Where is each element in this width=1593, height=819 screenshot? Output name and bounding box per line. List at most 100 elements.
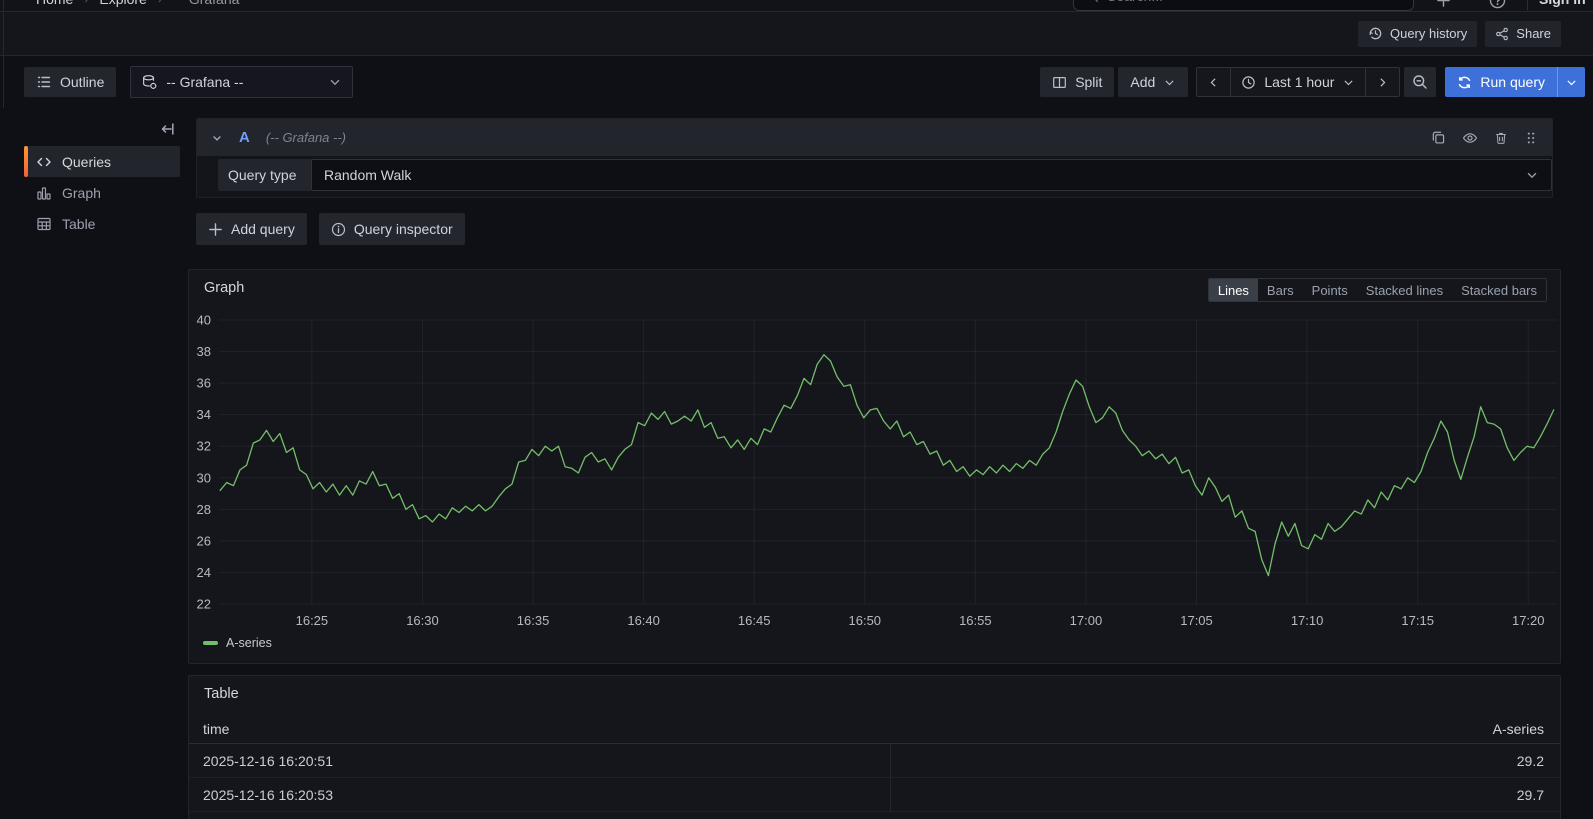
plus-icon bbox=[1437, 0, 1450, 8]
graph-style-stacked-lines[interactable]: Stacked lines bbox=[1365, 282, 1444, 298]
delete-query-trash-icon[interactable] bbox=[1494, 131, 1508, 145]
table-panel: Table time A-series 2025-12-16 16:20:51 … bbox=[188, 675, 1561, 819]
query-ref-id[interactable]: A bbox=[239, 129, 250, 146]
explore-header: Query history Share bbox=[0, 12, 1593, 56]
svg-text:16:30: 16:30 bbox=[406, 613, 439, 628]
run-query-interval-dropdown[interactable] bbox=[1557, 67, 1585, 97]
svg-text:24: 24 bbox=[197, 565, 211, 580]
legend-series-label[interactable]: A-series bbox=[226, 636, 272, 650]
run-query-button[interactable]: Run query bbox=[1445, 67, 1557, 97]
search-shortcut-hint: ⌘+k bbox=[1376, 0, 1401, 3]
datasource-picker[interactable]: -- Grafana -- bbox=[130, 66, 354, 98]
svg-text:17:10: 17:10 bbox=[1291, 613, 1324, 628]
chevron-down-icon bbox=[1165, 79, 1174, 85]
outline-list-icon bbox=[37, 76, 51, 88]
svg-text:16:35: 16:35 bbox=[517, 613, 550, 628]
explore-content: A (-- Grafana --) Query type Random Walk… bbox=[188, 112, 1561, 819]
collapse-sidebar-button[interactable] bbox=[160, 120, 176, 138]
table-panel-title: Table bbox=[204, 686, 239, 702]
breadcrumb-explore[interactable]: Explore bbox=[99, 0, 146, 7]
sign-in-button[interactable]: Sign in bbox=[1539, 0, 1586, 7]
sidebar-item-queries[interactable]: Queries bbox=[24, 146, 180, 177]
table-cell-time: 2025-12-16 16:20:53 bbox=[203, 786, 333, 803]
table-header-a-series[interactable]: A-series bbox=[1492, 721, 1544, 737]
svg-text:32: 32 bbox=[197, 439, 211, 454]
run-query-label: Run query bbox=[1480, 74, 1545, 90]
query-row-header[interactable]: A (-- Grafana --) bbox=[197, 119, 1552, 156]
search-input[interactable]: Search... ⌘+k bbox=[1073, 0, 1414, 11]
svg-text:17:20: 17:20 bbox=[1512, 613, 1545, 628]
search-placeholder: Search... bbox=[1107, 0, 1163, 4]
share-button[interactable]: Share bbox=[1485, 20, 1561, 47]
add-dropdown-button[interactable]: Add bbox=[1118, 67, 1189, 97]
add-new-button[interactable] bbox=[1436, 0, 1451, 10]
graph-style-bars[interactable]: Bars bbox=[1266, 282, 1294, 298]
breadcrumb-grafana[interactable]: Grafana bbox=[189, 0, 240, 7]
table-icon bbox=[37, 217, 51, 230]
help-button[interactable] bbox=[1489, 0, 1506, 10]
graph-legend: A-series bbox=[189, 633, 1560, 653]
table-cell-value: 29.2 bbox=[890, 744, 1560, 777]
outline-button[interactable]: Outline bbox=[24, 67, 117, 97]
time-range-back-button[interactable] bbox=[1197, 68, 1230, 96]
svg-text:17:00: 17:00 bbox=[1070, 613, 1103, 628]
zoom-out-icon bbox=[1413, 75, 1428, 89]
breadcrumb: Home › Explore › Grafana bbox=[36, 0, 239, 7]
chevron-right-icon bbox=[1380, 77, 1386, 87]
sidebar-item-graph[interactable]: Graph bbox=[24, 177, 180, 208]
chevron-down-icon[interactable] bbox=[211, 132, 223, 144]
svg-text:26: 26 bbox=[197, 533, 211, 548]
time-range-button[interactable]: Last 1 hour bbox=[1230, 68, 1365, 96]
svg-text:36: 36 bbox=[197, 376, 211, 391]
time-range-value: Last 1 hour bbox=[1264, 74, 1335, 90]
duplicate-query-icon[interactable] bbox=[1431, 130, 1446, 145]
query-editor-row: A (-- Grafana --) Query type Random Walk bbox=[196, 118, 1553, 198]
query-type-select[interactable]: Random Walk bbox=[311, 159, 1552, 191]
table-cell-time: 2025-12-16 16:20:51 bbox=[203, 752, 333, 769]
graph-style-points[interactable]: Points bbox=[1311, 282, 1348, 298]
toggle-visibility-eye-icon[interactable] bbox=[1462, 130, 1478, 146]
svg-text:16:55: 16:55 bbox=[959, 613, 992, 628]
graph-canvas[interactable]: 22 24 26 28 30 32 34 36 38 40 16:25 16:30 16:35 16:40… bbox=[189, 303, 1560, 633]
table-cell-value: 29.7 bbox=[890, 778, 1560, 811]
graph-style-stacked-bars[interactable]: Stacked bars bbox=[1461, 282, 1537, 298]
table-row[interactable]: 2025-12-16 16:20:53 29.7 bbox=[189, 778, 1560, 812]
svg-text:40: 40 bbox=[197, 313, 211, 328]
graph-style-lines[interactable]: Lines bbox=[1208, 279, 1258, 301]
sidebar-item-table[interactable]: Table bbox=[24, 208, 180, 239]
top-nav: Home › Explore › Grafana Search... ⌘+k S… bbox=[0, 0, 1593, 12]
add-query-button[interactable]: Add query bbox=[196, 213, 307, 245]
breadcrumb-home[interactable]: Home bbox=[36, 0, 73, 7]
svg-text:16:45: 16:45 bbox=[738, 613, 771, 628]
plus-icon bbox=[209, 222, 222, 236]
query-history-button[interactable]: Query history bbox=[1357, 20, 1478, 47]
sidebar-item-label: Table bbox=[62, 215, 96, 232]
query-editor-body: Query type Random Walk bbox=[197, 156, 1552, 197]
zoom-out-button[interactable] bbox=[1404, 67, 1437, 97]
svg-text:16:50: 16:50 bbox=[849, 613, 882, 628]
table-row[interactable]: 2025-12-16 16:20:51 29.2 bbox=[189, 744, 1560, 778]
legend-series-swatch[interactable] bbox=[203, 641, 218, 645]
collapse-left-icon bbox=[161, 123, 174, 135]
svg-text:28: 28 bbox=[197, 502, 211, 517]
add-label: Add bbox=[1130, 74, 1156, 90]
info-circle-icon bbox=[331, 222, 345, 236]
table-header-time[interactable]: time bbox=[203, 721, 230, 737]
chevron-left-icon bbox=[1210, 77, 1216, 87]
results-table: time A-series 2025-12-16 16:20:51 29.2 2… bbox=[189, 715, 1560, 812]
share-icon bbox=[1496, 27, 1509, 40]
chevron-down-icon bbox=[1527, 172, 1537, 179]
query-inspector-button[interactable]: Query inspector bbox=[318, 213, 465, 245]
split-pane-icon bbox=[1053, 76, 1067, 88]
time-range-forward-button[interactable] bbox=[1365, 68, 1399, 96]
nav-divider bbox=[1527, 0, 1528, 10]
breadcrumb-separator: › bbox=[158, 0, 162, 6]
datasource-icon bbox=[143, 74, 157, 89]
time-range-picker: Last 1 hour bbox=[1196, 67, 1401, 97]
run-query-split-button: Run query bbox=[1445, 67, 1585, 97]
chevron-down-icon bbox=[1344, 79, 1353, 85]
svg-text:22: 22 bbox=[197, 597, 211, 612]
drag-handle-grip-icon[interactable] bbox=[1524, 131, 1538, 145]
window-edge-line bbox=[3, 0, 4, 108]
split-button[interactable]: Split bbox=[1040, 67, 1115, 97]
